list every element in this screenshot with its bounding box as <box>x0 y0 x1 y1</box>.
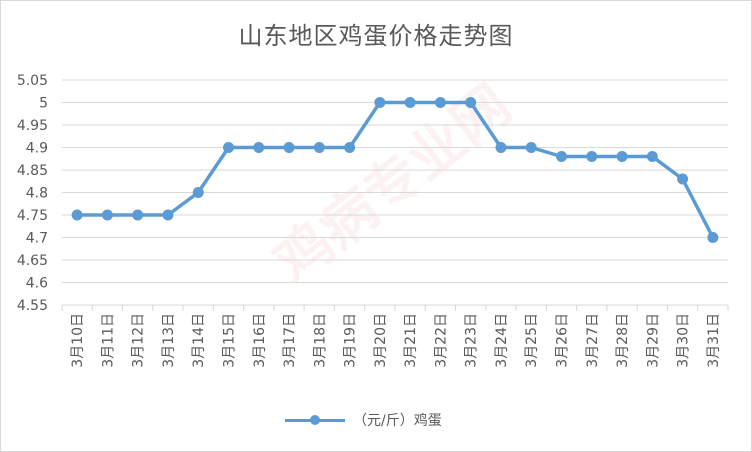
x-tick-label: 3月14日 <box>191 313 207 368</box>
y-tick-label: 5.05 <box>17 73 48 89</box>
x-tick-label: 3月15日 <box>222 313 238 368</box>
y-tick-label: 4.95 <box>17 118 48 134</box>
y-tick-label: 5 <box>39 96 48 112</box>
y-tick-label: 4.65 <box>17 253 48 269</box>
x-tick-label: 3月21日 <box>403 313 419 368</box>
data-point <box>495 142 507 153</box>
data-point <box>616 151 628 162</box>
data-point <box>253 142 265 153</box>
x-tick-label: 3月22日 <box>433 313 449 368</box>
x-tick-label: 3月25日 <box>524 313 540 368</box>
data-point <box>283 142 295 153</box>
data-point <box>465 97 477 108</box>
data-point <box>525 142 537 153</box>
x-tick-label: 3月18日 <box>312 313 328 368</box>
data-point <box>434 97 446 108</box>
legend-marker-icon <box>285 410 345 430</box>
x-tick-label: 3月23日 <box>464 313 480 368</box>
data-point <box>223 142 234 153</box>
y-tick-label: 4.9 <box>26 141 48 157</box>
data-point <box>586 151 598 162</box>
x-tick-label: 3月13日 <box>161 313 177 368</box>
data-point <box>707 232 719 243</box>
x-tick-label: 3月10日 <box>70 313 86 368</box>
data-point <box>374 97 386 108</box>
data-point <box>132 209 144 221</box>
x-tick-label: 3月26日 <box>555 313 571 368</box>
chart-title: 山东地区鸡蛋价格走势图 <box>238 22 514 50</box>
y-tick-label: 4.7 <box>26 231 48 247</box>
y-tick-label: 4.85 <box>17 163 48 179</box>
data-point <box>677 173 689 185</box>
series-line <box>75 100 715 240</box>
data-point <box>162 209 174 221</box>
x-tick-label: 3月12日 <box>131 313 147 368</box>
x-tick-label: 3月19日 <box>343 313 359 368</box>
x-tick-label: 3月24日 <box>494 313 510 368</box>
data-point <box>556 151 567 162</box>
x-tick-label: 3月28日 <box>615 313 631 368</box>
legend: （元/斤）鸡蛋 <box>285 408 442 432</box>
data-point <box>192 187 204 198</box>
data-point <box>101 209 113 221</box>
y-tick-label: 4.6 <box>26 276 48 292</box>
y-tick-label: 4.55 <box>17 298 48 314</box>
x-tick-label: 3月11日 <box>100 313 116 368</box>
data-point <box>313 142 325 153</box>
legend-label: （元/斤）鸡蛋 <box>353 413 442 429</box>
y-tick-label: 4.75 <box>17 208 48 224</box>
data-point <box>71 209 83 221</box>
x-tick-label: 3月30日 <box>676 313 692 368</box>
x-tick-label: 3月20日 <box>373 313 389 368</box>
x-tick-label: 3月17日 <box>282 313 298 368</box>
x-tick-label: 3月31日 <box>706 313 722 368</box>
data-point <box>404 97 416 108</box>
x-tick-label: 3月16日 <box>252 313 268 368</box>
y-tick-label: 4.8 <box>26 186 48 202</box>
x-tick-label: 3月27日 <box>585 313 601 368</box>
x-tick-label: 3月29日 <box>645 313 661 368</box>
data-point <box>344 142 356 153</box>
data-point <box>646 151 658 162</box>
